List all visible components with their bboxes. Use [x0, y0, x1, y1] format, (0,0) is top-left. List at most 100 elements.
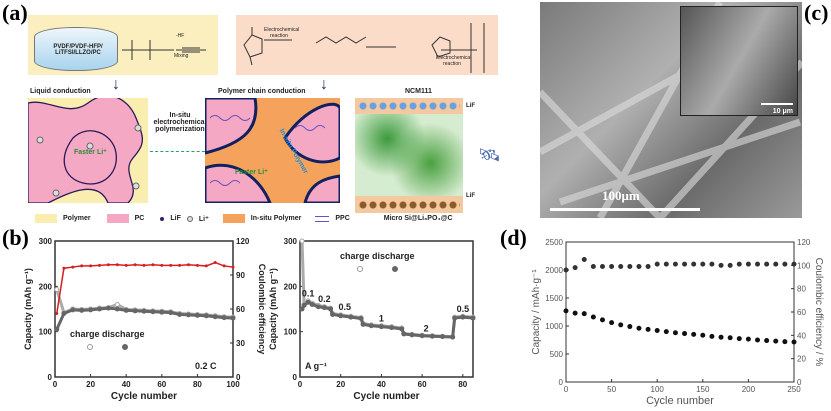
data-point	[231, 265, 235, 269]
precursor-box: PVDF/PVDF-HFP/ LiTFSI/LLZO/PC -HF Mixing	[28, 15, 218, 75]
data-point	[321, 305, 327, 311]
y-tick-label: 500	[550, 350, 564, 359]
data-point	[204, 264, 208, 268]
x-axis-label: Cycle number	[111, 391, 177, 402]
vial: PVDF/PVDF-HFP/ LiTFSI/LLZO/PC	[34, 27, 118, 71]
legend-label: PC	[134, 215, 145, 222]
data-point	[627, 324, 633, 330]
data-point	[590, 314, 596, 320]
y-tick-label: 1500	[545, 294, 563, 303]
data-point	[755, 337, 761, 343]
inset-scale-label: 10 μm	[772, 108, 793, 115]
y-tick-label: 2500	[545, 238, 563, 247]
reaction-box: Electrochemical reaction Electrochemical…	[236, 15, 498, 75]
data-point	[590, 264, 596, 269]
liquid-conduction-diagram	[28, 98, 148, 203]
down-arrow-1: ↓	[112, 76, 120, 93]
x-tick-label: 40	[377, 380, 386, 389]
data-point	[581, 311, 587, 317]
y-tick-label: 0	[559, 378, 564, 387]
data-point	[636, 325, 642, 331]
mixing-label: Mixing	[174, 53, 189, 59]
legend-swatch-ppc	[315, 215, 330, 222]
data-point	[309, 301, 315, 307]
data-point	[399, 326, 405, 332]
data-point	[627, 264, 633, 269]
data-point	[470, 315, 476, 321]
electrolyte-texture	[355, 114, 463, 196]
legend-marker-charge	[357, 266, 363, 272]
data-point	[213, 261, 217, 265]
data-point	[124, 263, 128, 267]
data-point	[439, 334, 445, 340]
x-tick-label: 200	[742, 385, 756, 394]
scale-label: 100μm	[602, 188, 640, 203]
data-point	[718, 334, 724, 340]
data-point	[563, 267, 569, 273]
y-tick-label: 0	[293, 373, 298, 382]
data-point	[132, 308, 138, 314]
x-axis-label: Cycle number	[353, 391, 419, 402]
x-tick-label: 60	[418, 380, 427, 389]
data-point	[299, 306, 305, 312]
y-right-tick-label: 80	[797, 285, 806, 294]
data-point	[718, 262, 724, 268]
data-point	[654, 261, 660, 267]
x-tick-label: 0	[298, 380, 303, 389]
x-tick-label: 250	[787, 385, 801, 394]
data-point	[348, 314, 354, 320]
data-point	[133, 263, 137, 267]
y-axis-label: Capacity (mAh g⁻¹)	[268, 268, 278, 350]
data-point	[80, 264, 84, 268]
legend-label: PPC	[335, 215, 350, 222]
y-axis-label: Capacity / mAh·g⁻¹	[531, 269, 542, 355]
data-point	[358, 316, 364, 322]
faster-li-label-1: Faster Li⁺	[74, 149, 107, 156]
data-point	[636, 264, 642, 269]
cell-diagram	[355, 98, 463, 213]
data-point	[572, 265, 578, 271]
y-right-tick-label: 90	[236, 271, 245, 280]
data-point	[88, 307, 94, 313]
legend-swatch-insitu	[222, 214, 245, 223]
y-right-axis-label: Coulombic efficiency / %	[813, 258, 824, 367]
y-right-tick-label: 30	[236, 339, 245, 348]
scale-bar	[550, 208, 700, 211]
data-point	[672, 261, 678, 267]
data-point	[691, 331, 697, 337]
vial-label: PVDF/PVDF-HFP/ LiTFSI/LLZO/PC	[53, 44, 103, 56]
y-right-tick-label: 40	[797, 331, 806, 340]
data-point	[563, 308, 569, 314]
data-point	[419, 333, 425, 339]
data-point	[106, 263, 110, 267]
data-point	[114, 301, 120, 307]
series-line	[300, 300, 474, 339]
data-point	[645, 264, 651, 269]
x-tick-label: 100	[651, 385, 665, 394]
sem-image: 10 μm 100μm	[540, 2, 802, 218]
data-point	[186, 312, 191, 318]
data-point	[221, 315, 227, 321]
data-point	[114, 306, 120, 312]
rate-label: 0.5	[457, 304, 470, 314]
data-point	[745, 261, 751, 267]
data-point	[764, 338, 770, 344]
data-point	[599, 264, 605, 269]
legend-label: Li⁺	[198, 215, 209, 223]
legend-marker-charge	[87, 344, 93, 350]
data-point	[301, 302, 307, 308]
data-point	[409, 332, 415, 338]
y-tick-label: 300	[39, 237, 53, 246]
data-point	[142, 263, 146, 267]
rate-label: 0.1	[302, 288, 315, 298]
data-point	[178, 263, 182, 267]
panel-label-a: (a)	[2, 0, 28, 25]
data-point	[618, 322, 624, 328]
data-point	[727, 335, 733, 341]
data-point	[105, 305, 111, 311]
data-point	[203, 313, 209, 319]
data-point	[609, 264, 615, 269]
data-point	[709, 261, 715, 267]
data-point	[159, 309, 165, 315]
data-point	[389, 325, 395, 331]
